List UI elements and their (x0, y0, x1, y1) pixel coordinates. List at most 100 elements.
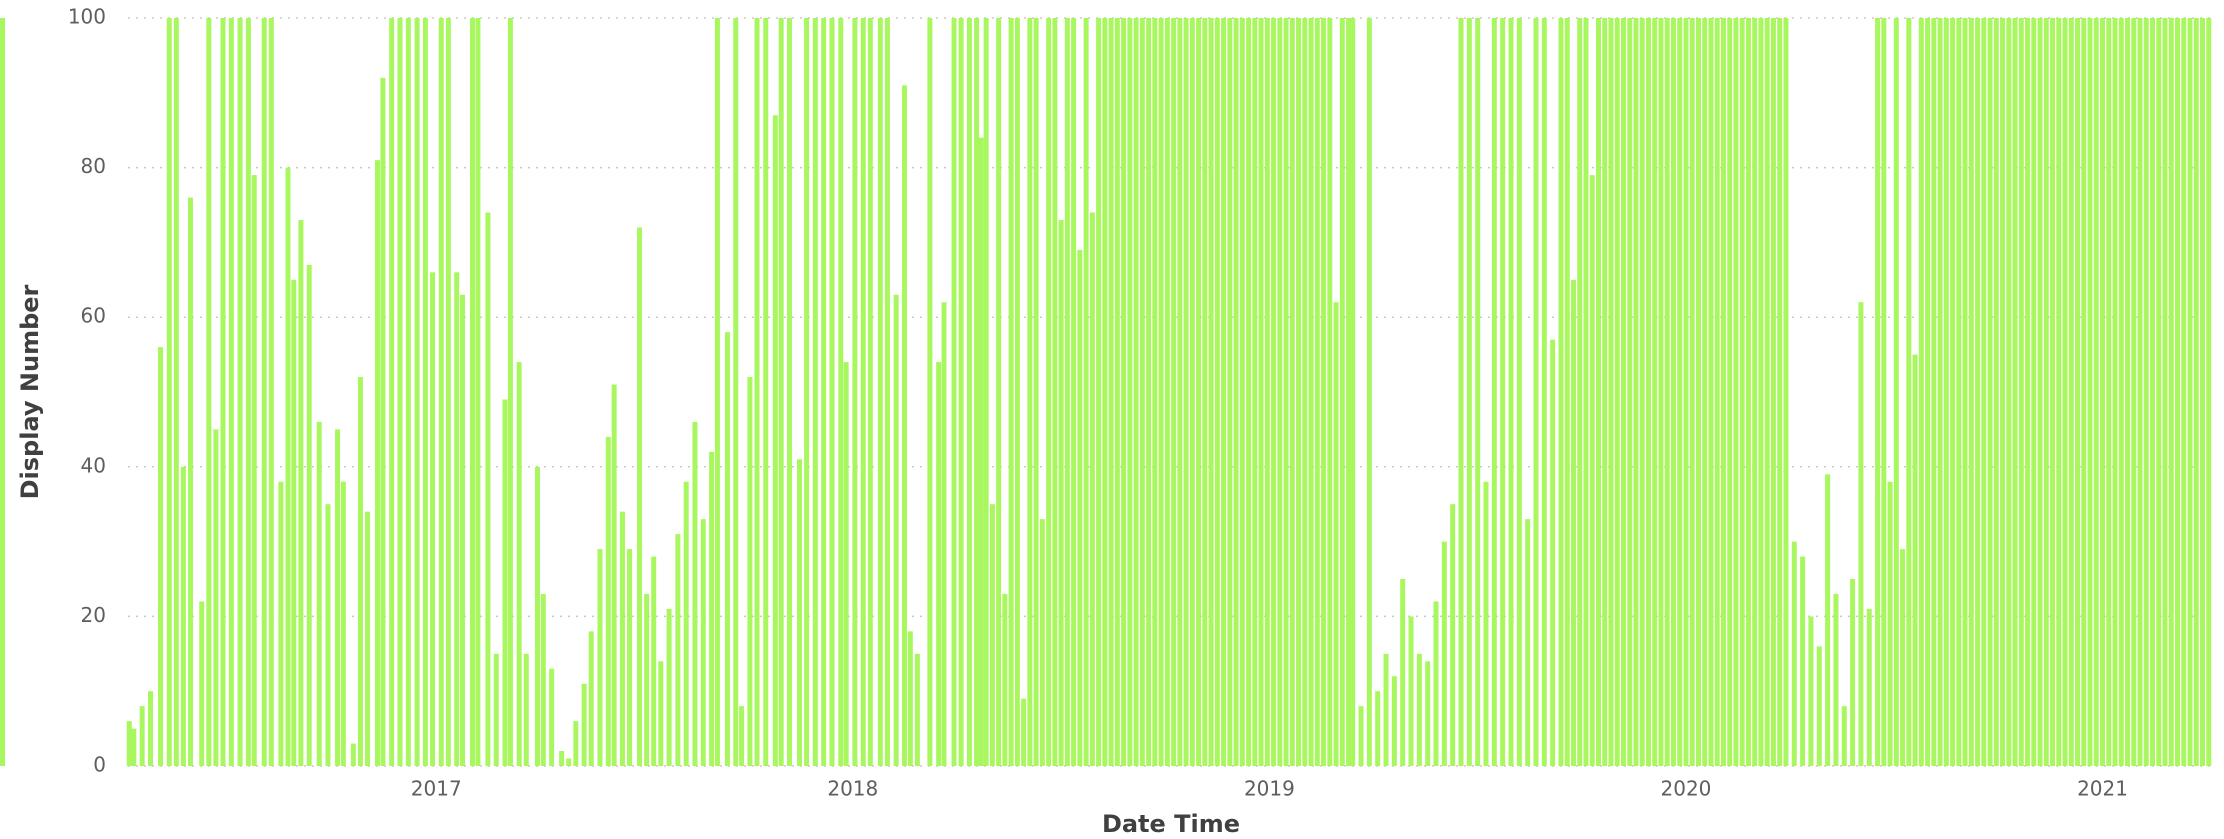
bar (843, 362, 849, 766)
bar (958, 18, 964, 766)
bar (1039, 519, 1045, 766)
bar (1533, 18, 1539, 766)
bar (1333, 302, 1339, 766)
bar (2187, 18, 2193, 766)
bar (1808, 616, 1814, 766)
bar (507, 18, 513, 766)
bar (1491, 18, 1497, 766)
bar (2112, 18, 2118, 766)
bar (1321, 18, 1327, 766)
bar (1089, 212, 1095, 767)
bar (1614, 18, 1620, 766)
bar (709, 451, 715, 766)
bar (1577, 18, 1583, 766)
bar (877, 18, 883, 766)
bar (2206, 18, 2212, 766)
bar (747, 377, 753, 766)
bar (1271, 18, 1277, 766)
bar (1046, 18, 1052, 766)
bar (1064, 18, 1070, 766)
bar (867, 18, 873, 766)
bar (1127, 18, 1133, 766)
y-tick-label: 0 (93, 753, 106, 777)
bar (1277, 18, 1283, 766)
bar (2156, 18, 2162, 766)
bar (1777, 18, 1783, 766)
bar (1770, 18, 1776, 766)
bar (1558, 18, 1564, 766)
bar (1014, 18, 1020, 766)
bar (1881, 18, 1887, 766)
bar (2006, 18, 2012, 766)
bar (1146, 18, 1152, 766)
bar (1258, 18, 1264, 766)
bar (470, 18, 476, 766)
bar (430, 272, 436, 766)
bar (936, 362, 942, 766)
bar (1733, 18, 1739, 766)
bar (340, 481, 346, 766)
bar (1975, 18, 1981, 766)
bar (199, 601, 205, 766)
bar (1800, 556, 1806, 766)
bar (1425, 661, 1431, 766)
bar (996, 18, 1002, 766)
bar (1981, 18, 1987, 766)
bar (1139, 18, 1145, 766)
bar (1033, 18, 1039, 766)
bar (733, 18, 739, 766)
bar (454, 272, 460, 766)
bar (700, 519, 706, 766)
bar (2100, 18, 2106, 766)
y-tick-label: 40 (81, 453, 106, 477)
bar (166, 18, 172, 766)
bar (884, 18, 890, 766)
bar (173, 18, 179, 766)
bar (627, 549, 633, 766)
bar (1164, 18, 1170, 766)
bar (692, 421, 698, 766)
bar (852, 18, 858, 766)
bar (2093, 18, 2099, 766)
bar (804, 18, 810, 766)
bar (1925, 18, 1931, 766)
bar (1677, 18, 1683, 766)
bar (2018, 18, 2024, 766)
bar (213, 429, 219, 766)
bar (228, 18, 234, 766)
bar (2143, 18, 2149, 766)
bar (966, 18, 972, 766)
bar (983, 18, 989, 766)
bar (2062, 18, 2068, 766)
bar (502, 399, 508, 766)
bar (1695, 18, 1701, 766)
bar (1608, 18, 1614, 766)
y-axis-title: Display Number (16, 284, 44, 499)
bar (683, 481, 689, 766)
bar (1246, 18, 1252, 766)
bar (1645, 18, 1651, 766)
bar (493, 653, 499, 766)
bar (763, 18, 769, 766)
bar (206, 18, 212, 766)
bar (1525, 519, 1531, 766)
bar (637, 227, 643, 766)
bar (1652, 18, 1658, 766)
bar (261, 18, 267, 766)
bar (325, 504, 331, 766)
bar (1339, 18, 1345, 766)
bar (540, 593, 546, 766)
bar (914, 653, 920, 766)
bar (1714, 18, 1720, 766)
bar (1720, 18, 1726, 766)
bar (1620, 18, 1626, 766)
bar (1595, 18, 1601, 766)
bar (1416, 653, 1422, 766)
bar (1221, 18, 1227, 766)
bar (2087, 18, 2093, 766)
bar (157, 347, 163, 766)
bar (422, 18, 428, 766)
bar (139, 706, 145, 766)
bar (573, 721, 579, 766)
bar (1987, 18, 1993, 766)
